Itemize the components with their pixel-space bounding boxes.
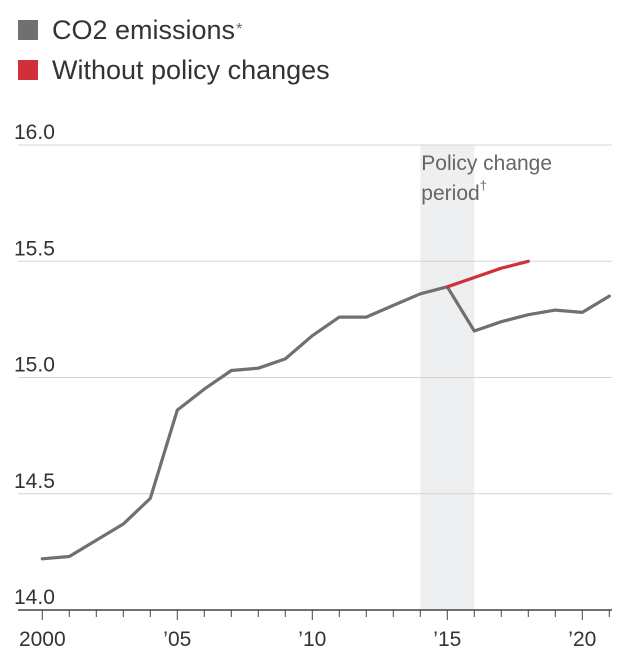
x-tick-label: ’05 — [163, 628, 191, 651]
axis-layer — [41, 610, 610, 620]
y-tick-label: 14.0 — [14, 586, 55, 609]
policy-change-label-note: † — [480, 178, 487, 193]
legend-label-co2-emissions: CO2 emissions — [52, 14, 236, 45]
y-tick-label: 15.5 — [14, 237, 55, 260]
legend-swatch-without-policy-changes — [18, 60, 38, 80]
x-tick-label: ’15 — [433, 628, 461, 651]
y-tick-label: 14.5 — [14, 470, 55, 493]
series-line-without-policy-changes — [445, 259, 530, 289]
legend-swatch-co2-emissions — [18, 20, 38, 40]
chart-legend: CO2 emissions * Without policy changes — [18, 10, 330, 90]
legend-note-co2-emissions: * — [236, 21, 243, 38]
x-tick-label: ’20 — [568, 628, 596, 651]
y-tick-label: 15.0 — [14, 354, 55, 377]
policy-change-label-line1: Policy change — [421, 152, 552, 175]
policy-change-label-line2: period† — [421, 178, 487, 205]
x-tick-label: ’10 — [298, 628, 326, 651]
legend-label-without-policy-changes: Without policy changes — [52, 54, 330, 85]
series-layer — [40, 259, 611, 561]
series-line-co2-emissions — [40, 285, 611, 561]
x-tick-label: 2000 — [19, 628, 66, 651]
legend-item-without-policy-changes: Without policy changes — [18, 50, 330, 90]
grid-layer — [18, 144, 612, 611]
label-layer: Policy change period† 16.0 15.5 15.0 14.5 14.0… — [14, 121, 596, 651]
legend-item-co2-emissions: CO2 emissions * — [18, 10, 330, 50]
y-tick-label: 16.0 — [14, 121, 55, 144]
